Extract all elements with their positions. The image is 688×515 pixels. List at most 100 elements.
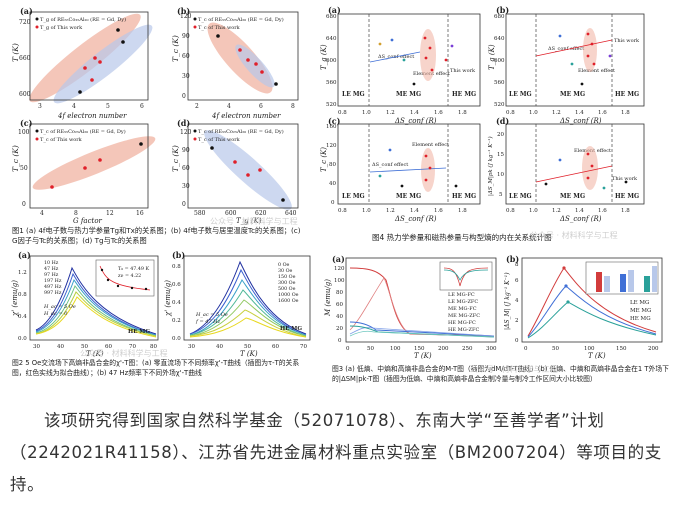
x-tick: 100: [390, 346, 401, 352]
y-tick: 30: [182, 183, 190, 190]
x-tick: 100: [584, 346, 595, 352]
x-tick: 16: [136, 210, 144, 217]
region-label: LE MG: [509, 91, 532, 98]
data-point: [139, 142, 143, 146]
data-point: [592, 62, 596, 66]
data-point: [254, 62, 258, 66]
inset-bar: [628, 270, 634, 292]
x-tick: 1.4: [410, 110, 419, 116]
x-axis-label: T (K): [588, 352, 606, 360]
y-tick: 560: [326, 80, 337, 86]
inset-t0: T₀ = 47.49 K: [118, 266, 149, 272]
x-tick: 0.8: [338, 208, 347, 214]
region-label: HE MG: [615, 193, 639, 200]
ellipse-red: [582, 146, 598, 190]
ellipse-red: [29, 13, 141, 103]
x-tick: 4: [227, 103, 231, 110]
trend-line: [369, 167, 447, 173]
annotation-label: Element effect: [578, 68, 615, 74]
x-tick: 4: [40, 210, 44, 217]
legend-marker: [193, 137, 197, 141]
data-point: [378, 174, 382, 178]
ellipse-red: [421, 148, 435, 192]
curve-997Hz: [35, 296, 157, 338]
y-axis-label: T (K): [11, 43, 20, 62]
y-tick: 40: [336, 314, 343, 320]
x-axis-label: ΔS_conf (R): [394, 215, 437, 223]
x-tick: 150: [414, 346, 425, 352]
inset-frame: [95, 259, 155, 297]
x-tick: 4: [72, 103, 76, 110]
inset-point: [144, 287, 148, 291]
x-tick: 640: [285, 210, 297, 217]
x-tick: 600: [225, 210, 237, 217]
y-tick: 600: [19, 91, 31, 98]
annotation-label: This work: [450, 68, 476, 74]
y-tick: 600: [326, 58, 337, 64]
data-point: [570, 62, 574, 66]
legend-item: T_c of This work: [198, 25, 241, 31]
y-tick: 680: [326, 14, 337, 20]
legend-item: 10 Hz: [44, 260, 59, 266]
curve-le-zfc: [349, 277, 495, 337]
data-point: [281, 198, 285, 202]
legend: LE MG ME MG HE MG: [630, 300, 651, 322]
curve-97Hz: [35, 278, 157, 336]
y-tick: 5: [499, 192, 503, 198]
legend-item: 150 Oe: [278, 274, 296, 280]
legend-item: HE MG: [630, 316, 651, 322]
inset-zv: zν = 4.22: [118, 273, 141, 279]
panel-tag: (a): [332, 254, 345, 264]
ellipse-blue: [235, 44, 275, 88]
x-tick: 60: [105, 344, 112, 350]
data-point: [450, 44, 454, 48]
x-tick: 70: [300, 344, 307, 350]
region-label: ME MG: [396, 193, 421, 200]
data-point: [93, 56, 97, 60]
inset-frame: [439, 261, 493, 291]
data-point: [233, 160, 237, 164]
annotation-label: This work: [614, 38, 640, 44]
panel-tag: (b): [172, 250, 185, 260]
y-tick: 0: [182, 201, 186, 208]
y-tick: 0: [331, 200, 335, 206]
data-point: [602, 186, 606, 190]
annotation-label: This work: [612, 176, 638, 182]
legend-item: ME MG-ZFC: [448, 313, 480, 319]
y-axis-label: T_g (K): [488, 44, 496, 70]
y-tick: 0: [515, 338, 519, 344]
x-tick: 1.4: [575, 208, 584, 214]
data-point: [558, 34, 562, 38]
data-point: [424, 56, 428, 60]
y-tick: 0.8: [172, 264, 181, 270]
legend-marker: [35, 129, 39, 133]
fig1-panel-c: (c) T_c (K) G factor 4 8 12 16 0 50 100 …: [11, 118, 156, 225]
data-point: [210, 146, 214, 150]
fig3-panel-a: (a) M (emu/g) T (K) 0 50 100 150 200 250…: [324, 254, 497, 360]
y-tick: 30: [182, 73, 190, 80]
legend-item: 97 Hz: [44, 272, 59, 278]
data-point: [590, 42, 594, 46]
x-tick: 0.8: [506, 208, 515, 214]
y-axis-label: M (emu/g): [324, 279, 332, 317]
data-point: [116, 28, 120, 32]
data-point: [430, 68, 434, 72]
y-axis-label: |ΔS_M|pk (J kg⁻¹ K⁻¹): [487, 136, 494, 196]
legend-marker: [35, 17, 39, 21]
x-tick: 50: [81, 344, 88, 350]
y-tick: 0: [182, 93, 186, 100]
data-point: [590, 164, 594, 168]
x-tick: 1.6: [434, 208, 443, 214]
watermark: 公众号 · 材料科学与工程: [530, 230, 618, 240]
legend-item: T_c of RE₅₅Co₂₅Al₂₀ (RE = Gd, Dy): [198, 16, 284, 23]
y-axis-label: T_c (K): [171, 145, 180, 172]
x-tick: 1.8: [621, 208, 630, 214]
caption-text: 图2 5 Oe交流场下高熵非晶合金的χ'-T图：(a) 零直流场下不同频率χ'-…: [12, 359, 300, 377]
inset-point: [116, 284, 120, 288]
inset-bar: [620, 274, 626, 292]
x-tick: 1.0: [529, 208, 538, 214]
data-point: [258, 168, 262, 172]
x-axis-label: ΔS_conf (R): [559, 215, 602, 223]
panel-tag: (a): [18, 250, 31, 260]
panel-tag: (b): [506, 254, 519, 264]
